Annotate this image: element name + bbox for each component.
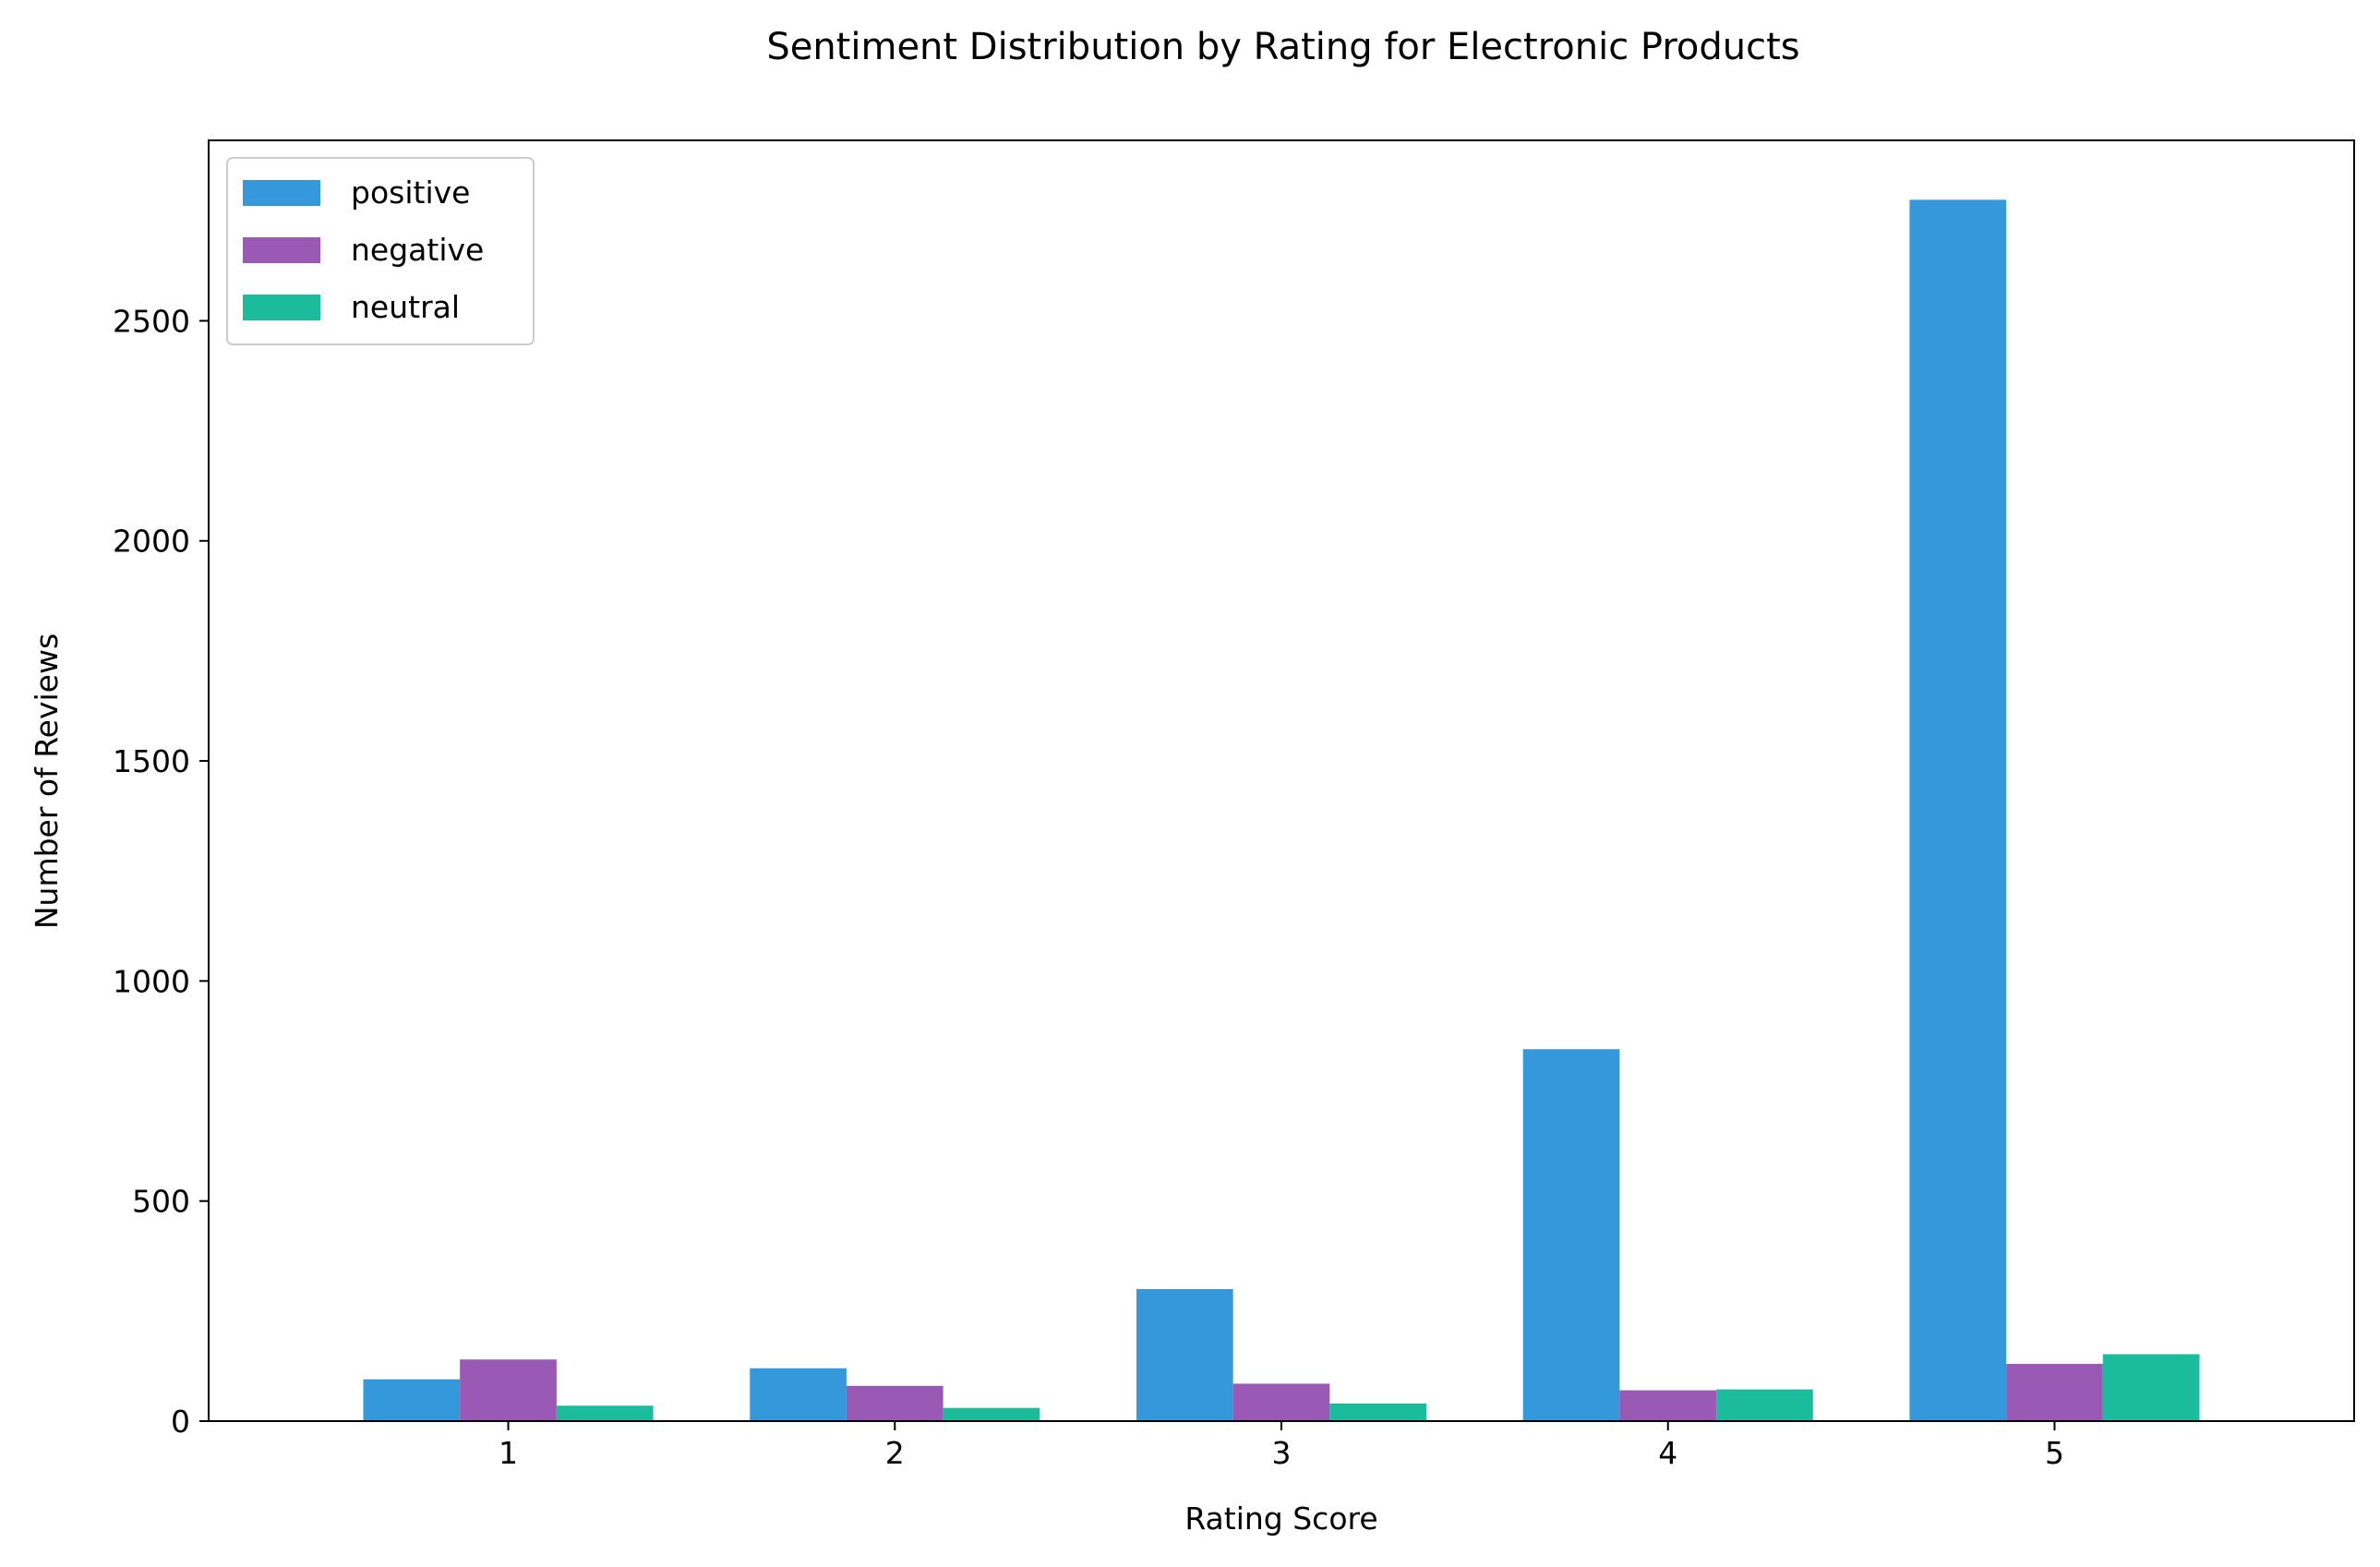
y-tick-label: 2500 (113, 303, 190, 339)
bar-positive-rating-3 (1136, 1289, 1233, 1421)
y-tick-label: 500 (132, 1184, 190, 1220)
legend-swatch-positive (243, 180, 320, 206)
bar-negative-rating-4 (1619, 1390, 1717, 1421)
legend-label-neutral: neutral (351, 289, 460, 325)
x-axis: 1 2 3 4 5 (499, 1421, 2064, 1471)
legend-swatch-negative (243, 237, 320, 263)
bar-negative-rating-2 (846, 1385, 944, 1421)
bar-positive-rating-4 (1522, 1049, 1620, 1421)
x-tick-label: 4 (1658, 1435, 1677, 1471)
bar-positive-rating-2 (750, 1368, 847, 1421)
bar-negative-rating-5 (2006, 1364, 2103, 1421)
bar-neutral-rating-2 (943, 1407, 1040, 1421)
legend-label-negative: negative (351, 232, 484, 268)
bar-positive-rating-5 (1909, 199, 2007, 1422)
legend-label-positive: positive (351, 175, 470, 211)
bar-neutral-rating-3 (1329, 1403, 1427, 1421)
legend-swatch-neutral (243, 295, 320, 320)
x-tick-label: 5 (2045, 1435, 2064, 1471)
x-tick-label: 3 (1272, 1435, 1292, 1471)
bar-negative-rating-3 (1232, 1383, 1330, 1421)
legend: positive negative neutral (226, 157, 535, 345)
plot-area (208, 139, 2355, 1422)
bar-positive-rating-1 (363, 1379, 461, 1421)
x-axis-label: Rating Score (1184, 1501, 1377, 1537)
x-tick-label: 1 (499, 1435, 518, 1471)
y-tick-label: 0 (171, 1404, 190, 1440)
chart-title: Sentiment Distribution by Rating for Ele… (766, 26, 1799, 68)
y-tick-label: 1000 (113, 963, 190, 999)
y-axis: 0 500 1000 1500 2000 2500 (113, 303, 209, 1440)
y-tick-label: 1500 (113, 743, 190, 779)
bar-neutral-rating-4 (1716, 1389, 1813, 1421)
y-tick-label: 2000 (113, 524, 190, 560)
x-tick-label: 2 (885, 1435, 905, 1471)
bar-neutral-rating-5 (2102, 1354, 2200, 1421)
bar-negative-rating-1 (460, 1359, 557, 1421)
y-axis-label: Number of Reviews (29, 633, 65, 929)
bars-group (363, 199, 2200, 1422)
bar-neutral-rating-1 (556, 1405, 654, 1421)
